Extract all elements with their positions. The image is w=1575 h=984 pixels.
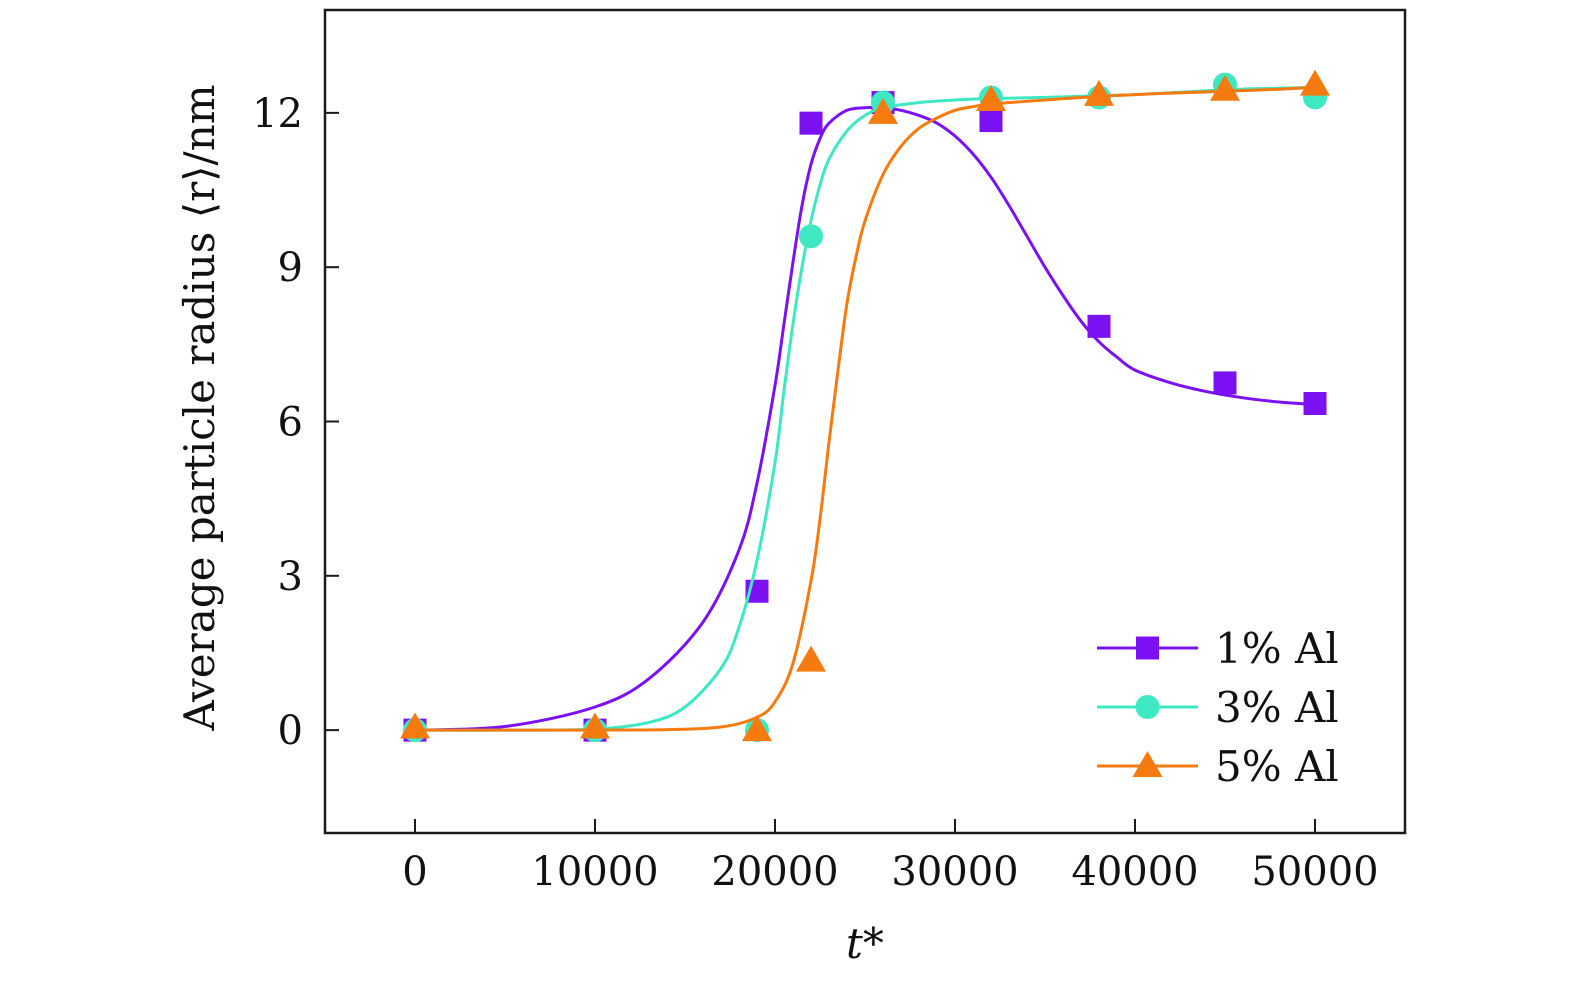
legend-item: 3% Al [1097,683,1339,732]
data-point [1213,371,1237,395]
data-point [1300,69,1330,96]
y-tick-label: 0 [278,708,303,754]
x-tick-label: 0 [402,849,427,895]
legend-label: 1% Al [1215,624,1339,673]
x-tick-label: 30000 [891,849,1018,895]
y-tick-label: 9 [278,245,303,291]
series-1 [403,91,1327,742]
series-2 [403,72,1327,743]
data-point [742,715,772,742]
data-point [799,111,823,135]
y-axis: 0 3 6 9 12 [252,91,339,754]
x-axis: 0 10000 20000 30000 40000 50000 [402,819,1379,895]
y-axis-title: Average particle radius ⟨r⟩/nm [175,84,224,731]
data-point [400,712,430,739]
data-point [979,109,1003,133]
data-point [1210,74,1240,101]
legend-marker [1132,751,1163,777]
y-tick-label: 3 [278,554,303,600]
series-line [414,85,1316,732]
x-axis-title: t* [846,919,884,968]
series-3 [400,69,1330,742]
legend-label: 5% Al [1215,742,1339,791]
legend-label: 3% Al [1215,683,1339,732]
data-point [976,85,1006,112]
legend-item: 5% Al [1097,742,1339,791]
data-point [799,224,823,249]
data-point [1087,314,1111,338]
x-tick-label: 50000 [1251,849,1378,895]
series-line [414,105,1316,732]
data-point [1084,79,1114,106]
data-point [580,712,610,739]
legend-marker [1136,636,1159,660]
x-tick-label: 40000 [1071,849,1198,895]
y-tick-label: 6 [278,400,303,446]
y-tick-label: 12 [252,91,303,137]
data-point [796,645,826,672]
legend-marker [1135,695,1160,719]
data-point [1303,391,1327,415]
legend-item: 1% Al [1097,624,1339,673]
series-line [414,85,1316,732]
plot-series [400,69,1330,743]
legend: 1% Al 3% Al 5% Al [1097,624,1339,791]
x-tick-label: 10000 [531,849,658,895]
data-point [868,97,898,124]
x-tick-label: 20000 [711,849,838,895]
